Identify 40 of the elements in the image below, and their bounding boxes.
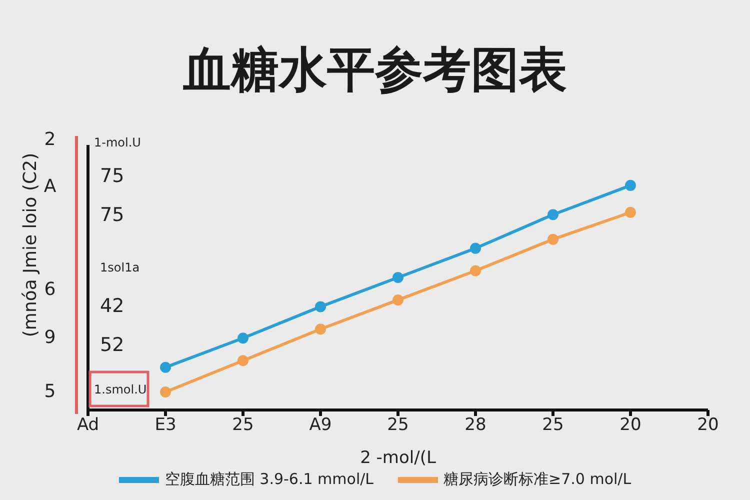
x-tick-label: Ad <box>76 415 100 436</box>
x-axis-title: 2 -mol/(L <box>360 448 436 468</box>
annotation: 52 <box>100 334 124 356</box>
chart-title: 血糖水平参考图表 <box>182 41 568 100</box>
annotation: 1.smol.U <box>94 382 147 396</box>
x-tick-label: 28 <box>464 415 486 436</box>
annotation: 75 <box>100 165 124 188</box>
x-tick-label: A9 <box>309 415 332 436</box>
point <box>315 301 326 312</box>
point <box>625 206 636 218</box>
point <box>238 355 248 366</box>
x-tick-label: 25 <box>232 415 254 436</box>
point <box>315 324 326 335</box>
point <box>238 332 248 344</box>
point <box>392 272 404 283</box>
point <box>470 242 481 254</box>
x-tick-label: E3 <box>154 415 176 436</box>
text: 9 <box>44 326 56 348</box>
x-tick-label: 20 <box>697 415 719 436</box>
legend-label: 糖尿病诊断标准≥7.0 mol/L <box>444 470 632 489</box>
point <box>625 180 636 191</box>
y-axis-title: (mnóa Jmie loio (C2) <box>20 152 41 338</box>
point <box>392 294 404 306</box>
point <box>548 234 558 245</box>
annotation: 42 <box>100 295 124 318</box>
text: 6 <box>44 278 56 300</box>
point <box>160 362 171 373</box>
legend-label: 空腹血糖范围 3.9-6.1 mmol/L <box>164 470 374 489</box>
point <box>160 386 171 398</box>
x-tick-label: 25 <box>387 415 409 436</box>
x-tick-label: 20 <box>620 415 642 436</box>
text: 5 <box>44 380 56 402</box>
annotation: 75 <box>100 204 124 226</box>
annotation: 1sol1a <box>100 260 140 274</box>
text: A <box>44 176 57 197</box>
point <box>470 265 481 276</box>
x-tick-label: 25 <box>542 415 564 436</box>
text: 1-mol.U <box>94 135 141 150</box>
point <box>548 209 558 220</box>
text: 2 <box>44 128 56 150</box>
